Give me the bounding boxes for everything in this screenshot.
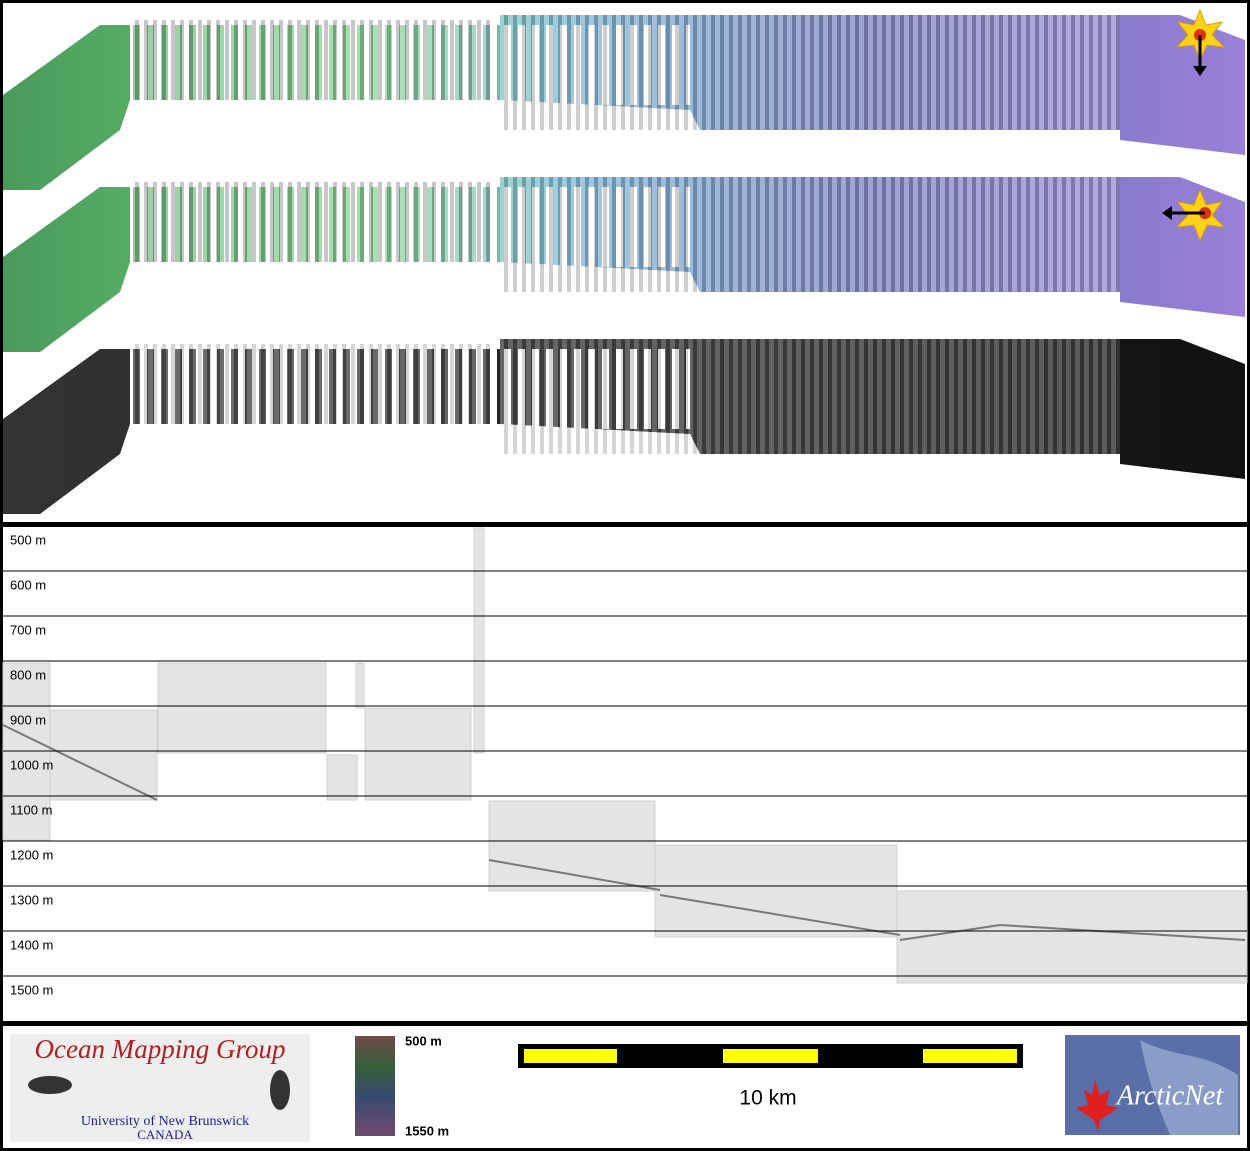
swath-backscatter (3, 339, 1245, 514)
depth-label: 1300 m (10, 892, 53, 907)
depth-label: 800 m (10, 667, 46, 682)
depth-label: 700 m (10, 622, 46, 637)
depth-label: 600 m (10, 577, 46, 592)
footer: Ocean Mapping Group University of New Br… (10, 1033, 1240, 1142)
depth-label: 1200 m (10, 847, 53, 862)
depth-label: 1500 m (10, 982, 53, 997)
arcticnet-logo: ArcticNet (1065, 1035, 1240, 1135)
ship-marker (1162, 8, 1226, 242)
colorbar-bottom-label: 1550 m (405, 1123, 449, 1138)
depth-label: 1000 m (10, 757, 53, 772)
colorbar (355, 1036, 395, 1136)
colorbar-shade (355, 1036, 395, 1136)
scale-bar (518, 1044, 1023, 1068)
logo-title: Ocean Mapping Group (35, 1034, 286, 1064)
swath-bathymetry-1 (3, 15, 1245, 190)
partner-logo-text: ArcticNet (1115, 1080, 1224, 1111)
ocean-mapping-logo: Ocean Mapping Group University of New Br… (10, 1034, 310, 1142)
separator (0, 522, 1250, 527)
logo-country: CANADA (137, 1127, 193, 1142)
depth-label: 1400 m (10, 937, 53, 952)
colorbar-top-label: 500 m (405, 1033, 442, 1048)
subbottom-profile: 500 m 600 m 700 m 800 m 900 m 1000 m 1100 m 120… (2, 527, 1248, 997)
separator (0, 1021, 1250, 1026)
depth-label: 900 m (10, 712, 46, 727)
swath-bathymetry-2 (3, 177, 1245, 352)
depth-label: 500 m (10, 532, 46, 547)
logo-university: University of New Brunswick (81, 1114, 249, 1129)
depth-label: 1100 m (10, 802, 52, 817)
scale-label: 10 km (739, 1087, 796, 1110)
swath-panel (3, 8, 1245, 514)
